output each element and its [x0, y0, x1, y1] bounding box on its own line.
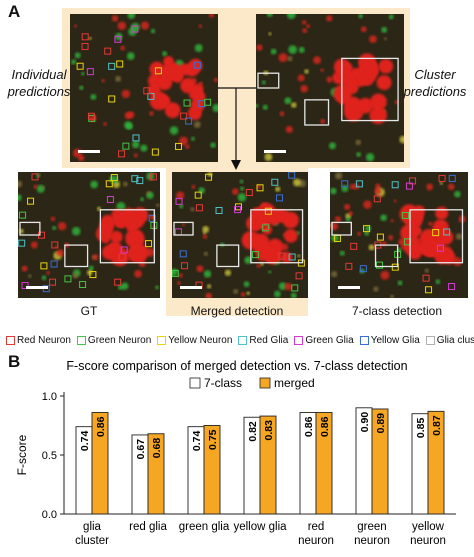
- legend-label: Green Glia: [305, 334, 354, 346]
- bar-value-label: 0.75: [207, 429, 219, 450]
- bar-merged: [147, 433, 165, 515]
- bar-value-label: 0.68: [151, 438, 163, 459]
- legend-label: Glia cluster: [436, 334, 474, 346]
- legend-swatch: [425, 335, 435, 345]
- cluster-predictions-label: Cluster predictions: [400, 66, 470, 100]
- legend-label: Yellow Glia: [370, 334, 420, 346]
- image-gt: [18, 172, 160, 298]
- bar-value-label: 0.87: [431, 415, 443, 436]
- left-label-line2: predictions: [7, 84, 71, 99]
- legend-swatch: [6, 335, 15, 345]
- legend-item: Green Glia: [294, 334, 354, 346]
- x-tick-label: neuron: [410, 535, 446, 547]
- left-label-line1: Individual: [11, 67, 67, 82]
- legend-swatch: [238, 335, 248, 345]
- bar-merged: [203, 425, 221, 515]
- image-7class-detection: [330, 172, 468, 298]
- y-axis-label: F-score: [15, 434, 29, 475]
- bar-merged: [259, 415, 277, 515]
- legend-item: Yellow Neuron: [157, 335, 232, 346]
- chart-title: F-score comparison of merged detection v…: [66, 359, 407, 373]
- x-tick-label: neuron: [298, 535, 334, 547]
- bar-value-label: 0.74: [191, 431, 203, 452]
- bar-value-label: 0.67: [135, 439, 147, 460]
- legend-item: Glia cluster: [425, 334, 474, 346]
- bar-value-label: 0.86: [303, 416, 315, 437]
- x-tick-label: red glia: [129, 521, 167, 533]
- bar-merged: [427, 410, 445, 515]
- x-tick-label: red: [308, 521, 325, 533]
- x-tick-label: cluster: [75, 535, 109, 547]
- class-legend: Red Neuron Green Neuron Yellow Neuron Red G…: [6, 332, 474, 348]
- legend-swatch: [76, 335, 86, 345]
- x-tick-label: yellow: [412, 521, 445, 533]
- panel-b-letter: B: [8, 352, 21, 371]
- x-tick-label: green glia: [179, 521, 230, 533]
- caption-gt: GT: [80, 304, 98, 318]
- bar-value-label: 0.82: [247, 421, 259, 442]
- merge-arrow-head: [231, 160, 241, 170]
- bar-merged: [315, 412, 333, 515]
- bar-merged: [371, 408, 389, 515]
- chart-legend-label: 7-class: [204, 376, 242, 390]
- bar-merged: [91, 412, 109, 515]
- legend-swatch: [359, 335, 369, 345]
- bar-value-label: 0.86: [95, 416, 107, 437]
- legend-item: Green Neuron: [76, 334, 152, 346]
- chart-legend-swatch: [259, 377, 271, 389]
- legend-item: Yellow Glia: [359, 334, 420, 346]
- x-tick-label: glia: [83, 521, 102, 533]
- legend-label: Yellow Neuron: [168, 334, 233, 346]
- caption-7class: 7-class detection: [351, 304, 443, 318]
- legend-item: Red Neuron: [6, 335, 71, 346]
- x-tick-label: neuron: [354, 535, 390, 547]
- legend-label: Green Neuron: [87, 334, 152, 346]
- bar-value-label: 0.83: [263, 420, 275, 441]
- y-tick-label: 1.0: [42, 391, 57, 403]
- individual-predictions-label: Individual predictions: [4, 66, 74, 100]
- fscore-chart: F-score comparison of merged detection v…: [15, 359, 456, 547]
- legend-swatch: [157, 335, 167, 345]
- bar-value-label: 0.74: [79, 431, 91, 452]
- legend-swatch: [294, 335, 304, 345]
- chart-legend-label: merged: [274, 376, 315, 390]
- caption-merged: Merged detection: [190, 304, 284, 318]
- x-tick-label: yellow glia: [233, 521, 287, 533]
- y-tick-label: 0.5: [42, 450, 57, 462]
- legend-label: Red Neuron: [17, 334, 71, 346]
- chart-legend-swatch: [189, 377, 201, 389]
- image-cluster-predictions: [256, 14, 404, 162]
- legend-label: Red Glia: [249, 334, 289, 346]
- bar-value-label: 0.86: [319, 416, 331, 437]
- microscopy-images: [18, 14, 468, 298]
- legend-item: Red Glia: [238, 335, 288, 346]
- bar-value-label: 0.85: [415, 418, 427, 439]
- bar-value-label: 0.90: [359, 412, 371, 433]
- bar-value-label: 0.89: [375, 413, 387, 434]
- y-tick-label: 0.0: [42, 509, 57, 521]
- panel-a-letter: A: [8, 2, 21, 21]
- image-individual-predictions: [70, 14, 218, 162]
- image-merged-detection: [172, 172, 308, 298]
- right-label-line1: Cluster: [414, 67, 456, 82]
- right-label-line2: predictions: [403, 84, 467, 99]
- x-tick-label: green: [357, 521, 386, 533]
